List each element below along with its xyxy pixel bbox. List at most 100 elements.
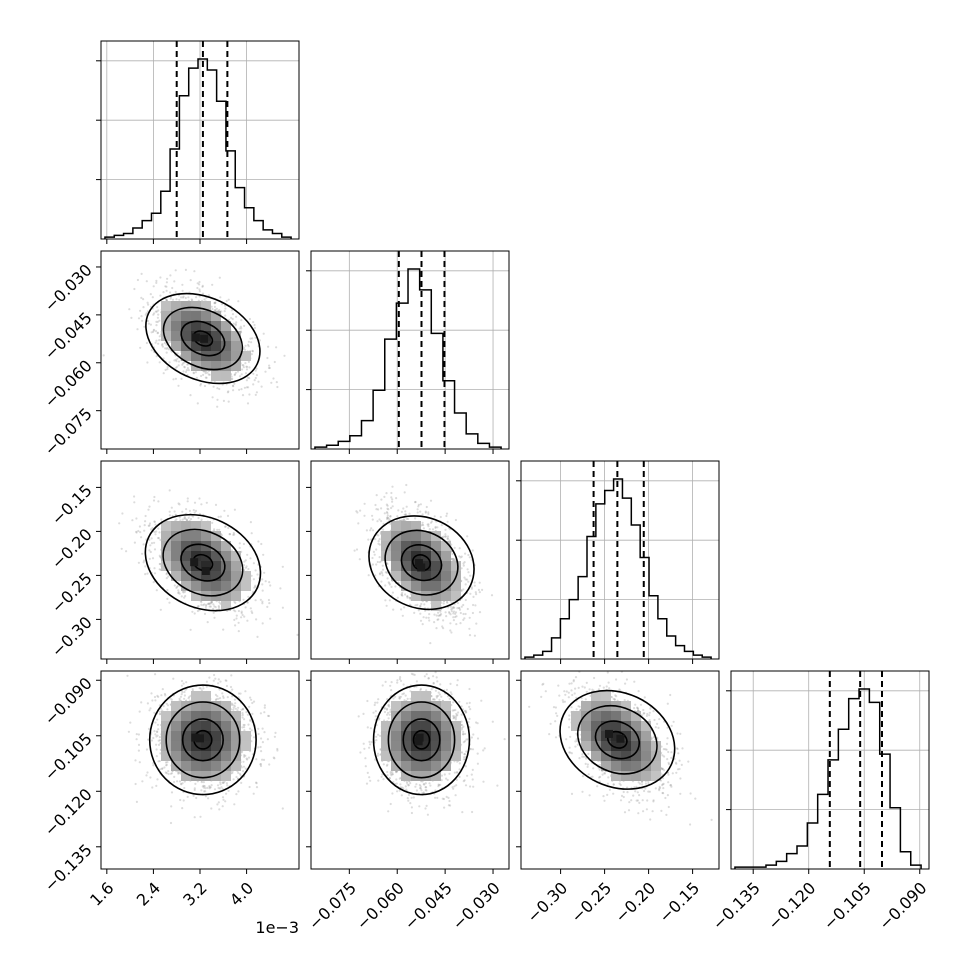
- scatter-point: [153, 495, 156, 499]
- scatter-point: [446, 537, 449, 540]
- scatter-point: [454, 612, 457, 616]
- scatter-point: [242, 598, 245, 601]
- scatter-point: [208, 785, 211, 788]
- scatter-point: [240, 319, 243, 322]
- density-cell: [171, 531, 181, 541]
- scatter-point: [456, 601, 459, 605]
- scatter-point: [236, 370, 240, 373]
- scatter-point: [380, 570, 383, 573]
- scatter-point: [248, 393, 251, 396]
- density-cell: [241, 351, 251, 361]
- scatter-point: [377, 540, 380, 543]
- scatter-point: [216, 405, 219, 408]
- scatter-point: [439, 515, 442, 519]
- scatter-point: [422, 524, 425, 527]
- scatter-point: [449, 605, 453, 609]
- scatter-point: [458, 608, 462, 611]
- scatter-point: [152, 285, 155, 288]
- scatter-point: [198, 295, 201, 298]
- scatter-point: [261, 578, 264, 581]
- density-cell: [201, 321, 211, 331]
- scatter-point: [187, 296, 190, 299]
- density-cell: [191, 301, 201, 311]
- scatter-point: [175, 518, 178, 521]
- scatter-point: [404, 513, 407, 516]
- scatter-point: [218, 787, 222, 790]
- scatter-point: [151, 296, 154, 299]
- scatter-point: [133, 501, 136, 504]
- scatter-point: [281, 565, 284, 568]
- density-cell: [211, 551, 221, 561]
- scatter-point: [181, 363, 184, 366]
- scatter-point: [473, 634, 476, 637]
- scatter-point: [256, 635, 259, 639]
- scatter-point: [377, 534, 380, 537]
- scatter-point: [388, 582, 391, 585]
- scatter-point: [254, 584, 257, 587]
- scatter-point: [449, 622, 452, 625]
- scatter-point: [376, 520, 379, 523]
- scatter-point: [190, 298, 193, 301]
- scatter-point: [218, 276, 221, 279]
- scatter-point: [253, 323, 256, 327]
- scatter-point: [218, 387, 221, 391]
- scatter-point: [244, 344, 247, 347]
- scatter-point: [401, 519, 404, 522]
- density-cell: [391, 541, 401, 551]
- scatter-point: [181, 283, 184, 286]
- scatter-point: [165, 281, 168, 284]
- scatter-point: [165, 351, 168, 354]
- scatter-point: [422, 527, 425, 530]
- scatter-point: [216, 528, 219, 532]
- scatter-point: [406, 596, 409, 599]
- density-cell: [431, 561, 441, 571]
- scatter-point: [185, 518, 188, 521]
- panel-content: [102, 268, 286, 408]
- scatter-point: [237, 630, 240, 633]
- scatter-point: [417, 609, 420, 612]
- scatter-point: [376, 560, 379, 564]
- scatter-point: [468, 616, 471, 619]
- scatter-point: [386, 562, 389, 566]
- scatter-point: [155, 589, 158, 592]
- density-cell: [431, 551, 441, 561]
- scatter-point: [234, 601, 237, 605]
- scatter-point: [155, 324, 158, 327]
- scatter-point: [184, 594, 187, 598]
- scatter-point: [148, 557, 151, 561]
- scatter-point: [433, 515, 436, 518]
- scatter-point: [268, 366, 271, 370]
- scatter-point: [165, 763, 168, 766]
- scatter-point: [210, 600, 214, 604]
- scatter-point: [207, 294, 210, 297]
- scatter-point: [139, 346, 142, 349]
- scatter-point: [467, 571, 470, 574]
- scatter-point: [213, 301, 216, 304]
- scatter-point: [176, 584, 180, 588]
- density-cell: [191, 321, 201, 331]
- scatter-point: [267, 366, 271, 370]
- density-cell: [441, 591, 451, 601]
- scatter-point: [175, 298, 178, 301]
- histogram-bar: [314, 268, 502, 449]
- scatter-point: [174, 377, 177, 380]
- panel-frame: [310, 250, 510, 450]
- density-cell: [421, 561, 431, 571]
- scatter-point: [394, 585, 397, 588]
- scatter-point: [428, 528, 431, 531]
- scatter-point: [212, 603, 215, 606]
- scatter-point: [130, 316, 133, 319]
- density-cell: [211, 311, 221, 321]
- scatter-point: [174, 290, 177, 293]
- scatter-point: [459, 622, 462, 625]
- scatter-point: [137, 529, 140, 533]
- density-cell: [191, 581, 201, 591]
- scatter-point: [166, 368, 169, 371]
- scatter-point: [159, 608, 162, 611]
- scatter-point: [404, 593, 407, 596]
- scatter-point: [463, 576, 466, 579]
- scatter-point: [389, 515, 392, 518]
- scatter-point: [102, 354, 105, 357]
- scatter-point: [388, 599, 391, 602]
- scatter-point: [359, 509, 362, 512]
